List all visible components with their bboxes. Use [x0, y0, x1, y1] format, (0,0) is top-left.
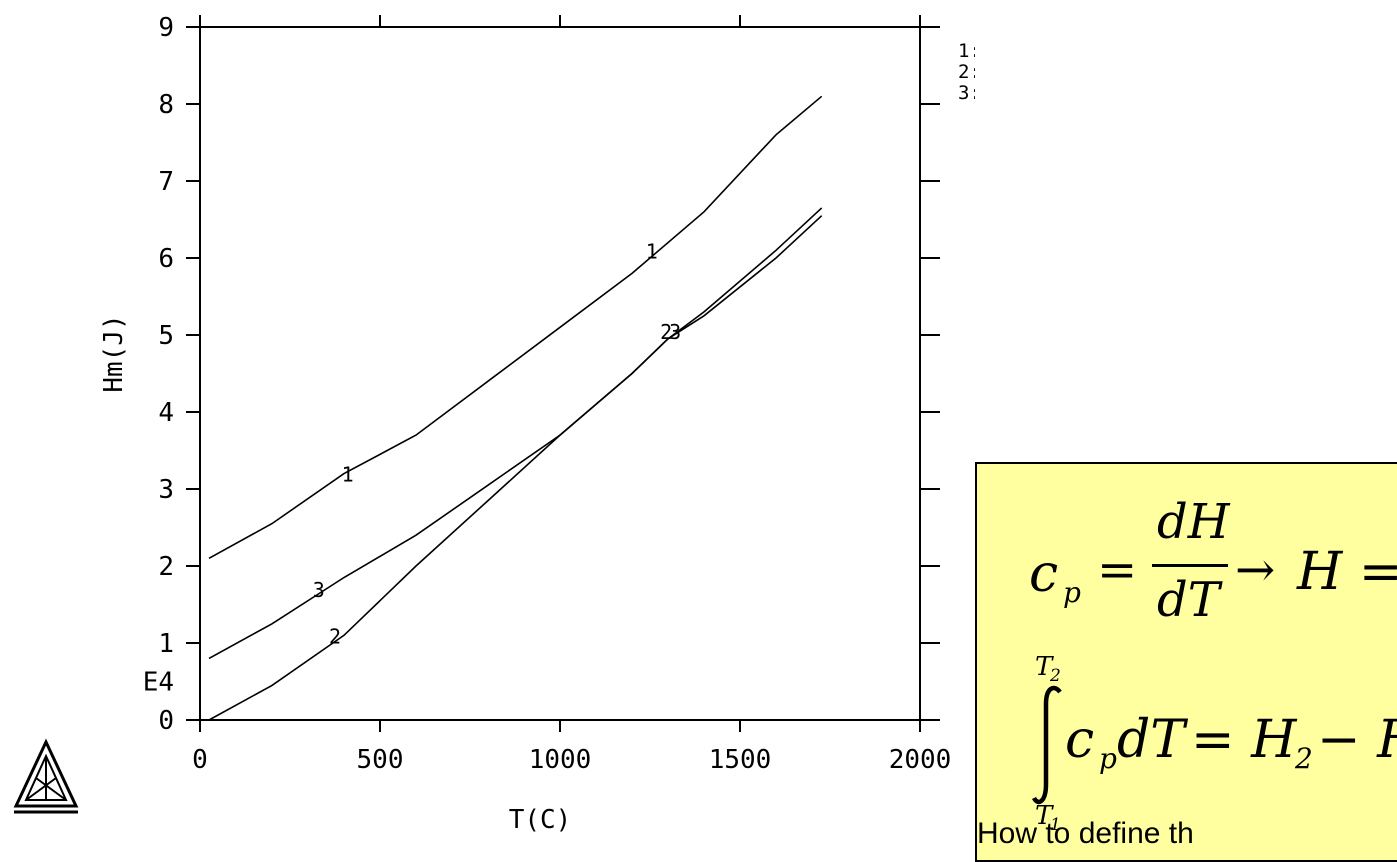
formula-equals-1: = [1097, 542, 1138, 598]
formula-box: c p = dH dT → H = T 2 T 1 c p dT = H 2 −… [975, 462, 1397, 862]
y-tick-label: 8 [158, 90, 174, 120]
integral-lower-limit: T [1035, 801, 1053, 831]
y-tick-label: 1 [158, 629, 174, 659]
thermocalc-logo-icon [13, 738, 79, 814]
x-tick-label: 2000 [889, 745, 952, 775]
integral-minus-h: − H [1317, 710, 1397, 770]
legend-entry-2: 2:T-273.15,HM(BCC_A2) [958, 61, 975, 83]
formula-dh: dH [1157, 494, 1230, 550]
y-axis-title: Hm(J) [99, 314, 129, 392]
legend-entry-1: 1:T-273.15,HM(LIQUID) [958, 40, 975, 62]
integral-upper-limit-sub: 2 [1050, 666, 1061, 686]
y-tick-label: 3 [158, 475, 174, 505]
formula-dt: dT [1157, 572, 1220, 628]
formula-cp: c [1029, 544, 1059, 604]
plot-frame [199, 26, 921, 721]
integral-cp-sub: p [1099, 742, 1117, 775]
y-tick-label: 9 [158, 13, 174, 43]
formula-h-rhs: H = [1297, 542, 1397, 602]
x-tick-label: 0 [192, 745, 208, 775]
integral-equals-h: = H [1191, 710, 1297, 770]
formula-cp-sub: p [1063, 576, 1081, 609]
integral-h2-sub: 2 [1295, 742, 1313, 775]
x-tick-label: 1000 [529, 745, 592, 775]
curve-marker-3: 3 [313, 578, 325, 602]
y-tick-label: 2 [158, 552, 174, 582]
y-tick-label: 0 [158, 706, 174, 736]
y-tick-label: 4 [158, 398, 174, 428]
x-tick-label: 1500 [709, 745, 772, 775]
truncated-caption: How to define th [977, 817, 1194, 850]
curve-marker-1: 1 [342, 463, 354, 487]
y-tick-label: 6 [158, 244, 174, 274]
series-line-1 [208, 95, 823, 560]
curve-marker-3: 3 [669, 320, 681, 344]
legend-entry-3: 3:T-273.15,HM(FCC_A1) [958, 82, 975, 104]
curve-marker-1: 1 [646, 239, 658, 263]
integral-lower-limit-sub: 1 [1050, 815, 1061, 835]
integral-dt: dT [1117, 710, 1185, 770]
y-multiplier-label: E4 [143, 668, 174, 698]
fraction-bar [1152, 564, 1228, 567]
y-tick-label: 5 [158, 321, 174, 351]
series-line-3 [208, 215, 823, 660]
x-tick-label: 500 [357, 745, 404, 775]
series-line-2 [208, 207, 823, 721]
integral-cp: c [1065, 710, 1095, 770]
enthalpy-chart: 0 500 1000 1500 20000123456789E4T(C)Hm(J)112… [13, 13, 975, 835]
formula-arrow: → [1235, 542, 1276, 598]
curve-marker-2: 2 [329, 624, 341, 648]
integral-sign [1032, 685, 1062, 805]
x-axis-title: T(C) [509, 805, 572, 835]
integral-upper-limit: T [1035, 652, 1053, 682]
y-tick-label: 7 [158, 167, 174, 197]
